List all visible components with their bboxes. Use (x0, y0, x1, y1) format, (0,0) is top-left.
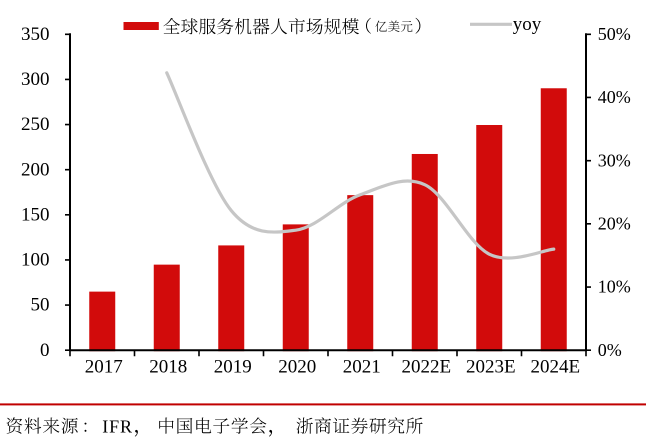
svg-text:2023E: 2023E (466, 357, 516, 378)
svg-text:20%: 20% (598, 213, 631, 233)
svg-text:250: 250 (21, 114, 50, 135)
svg-text:yoy: yoy (513, 14, 542, 35)
svg-text:2021: 2021 (343, 357, 381, 378)
svg-text:10%: 10% (598, 277, 631, 297)
svg-text:200: 200 (21, 159, 50, 180)
svg-text:100: 100 (21, 250, 50, 271)
svg-text:300: 300 (21, 69, 50, 90)
svg-text:350: 350 (21, 24, 50, 45)
svg-text:2017: 2017 (85, 357, 123, 378)
svg-text:2019: 2019 (214, 357, 252, 378)
svg-text:0: 0 (40, 340, 50, 361)
svg-text:0%: 0% (598, 340, 622, 360)
svg-text:50%: 50% (598, 24, 631, 44)
svg-text:IFR: IFR (102, 416, 133, 436)
svg-text:2018: 2018 (149, 357, 187, 378)
svg-text:2024E: 2024E (530, 357, 580, 378)
svg-text:2022E: 2022E (401, 357, 451, 378)
svg-text:2020: 2020 (278, 357, 316, 378)
svg-text:50: 50 (31, 295, 50, 316)
svg-text:150: 150 (21, 204, 50, 225)
svg-text:30%: 30% (598, 150, 631, 170)
svg-text:40%: 40% (598, 87, 631, 107)
